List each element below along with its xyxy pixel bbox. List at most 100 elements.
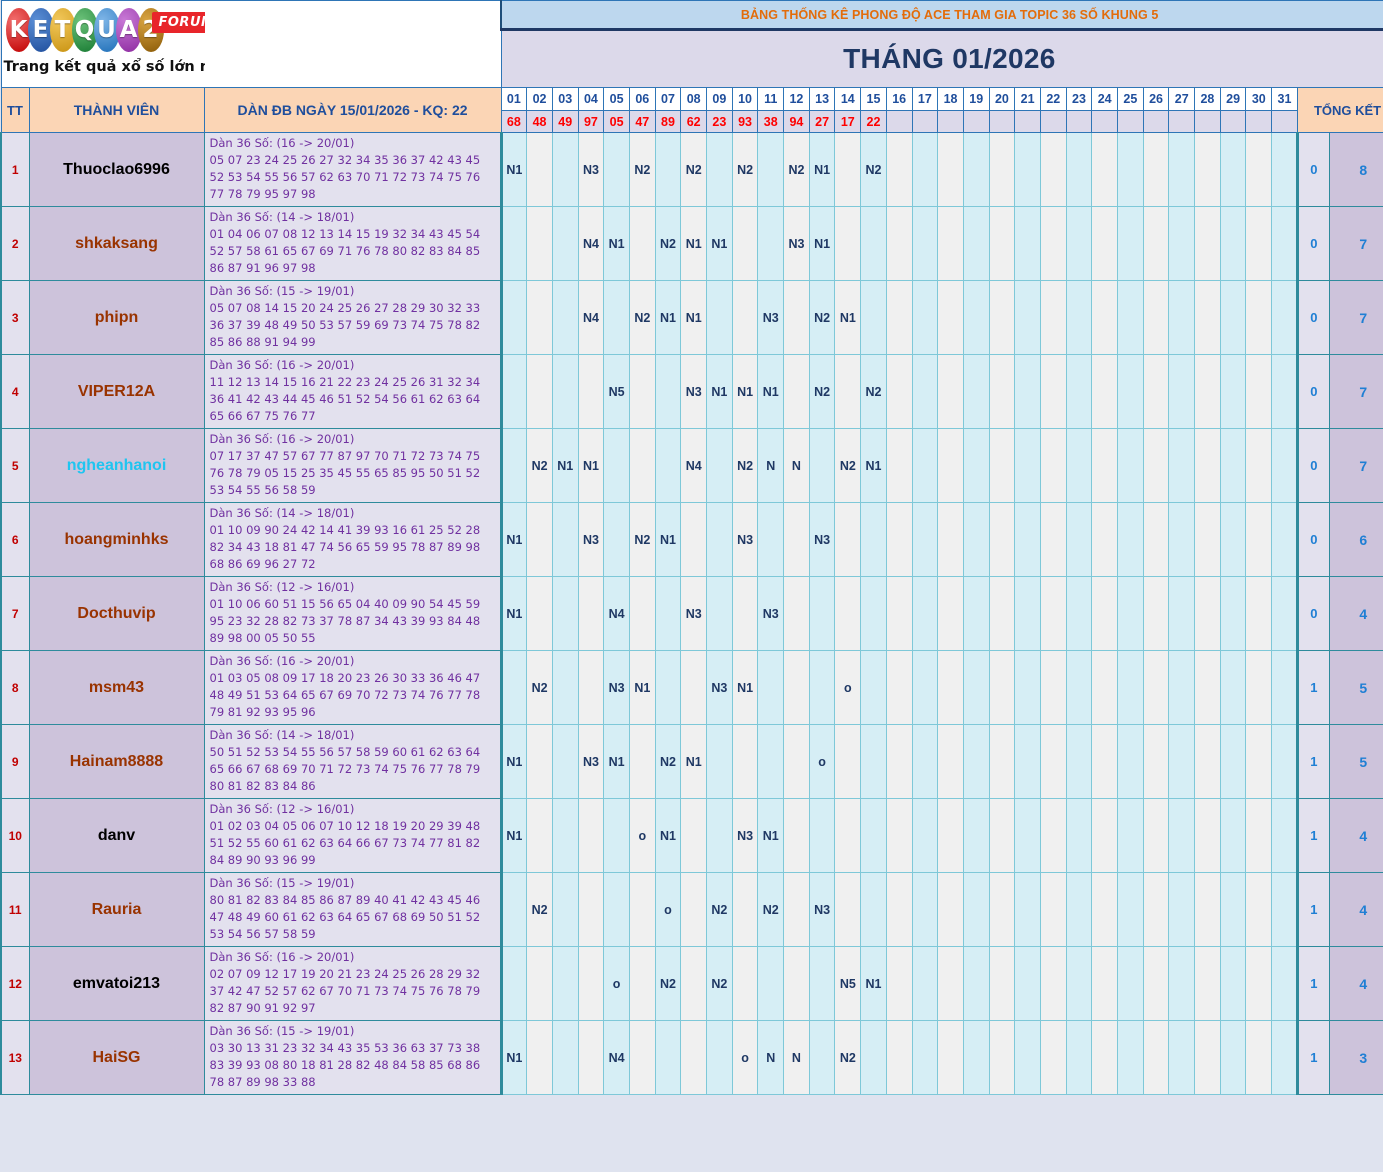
day-cell-11[interactable]: N [757, 428, 785, 503]
day-cell-05[interactable] [603, 798, 630, 873]
day-header-08[interactable]: 08 [680, 87, 708, 111]
day-cell-16[interactable] [885, 872, 913, 947]
day-cell-01[interactable]: N1 [499, 1020, 528, 1095]
day-cell-23[interactable] [1065, 280, 1093, 355]
day-cell-07[interactable] [654, 650, 682, 725]
day-header-19[interactable]: 19 [962, 87, 990, 111]
day-cell-09[interactable]: N2 [706, 946, 733, 1021]
day-cell-12[interactable]: N [783, 428, 810, 503]
day-cell-16[interactable] [885, 650, 913, 725]
day-cell-24[interactable] [1091, 206, 1119, 281]
member-name[interactable]: ngheanhanoi [28, 428, 205, 503]
day-cell-27[interactable] [1168, 650, 1196, 725]
day-cell-24[interactable] [1091, 946, 1119, 1021]
day-cell-05[interactable] [603, 428, 630, 503]
day-cell-14[interactable] [834, 206, 862, 281]
day-cell-24[interactable] [1091, 1020, 1119, 1095]
day-cell-21[interactable] [1014, 428, 1041, 503]
day-cell-27[interactable] [1168, 872, 1196, 947]
day-cell-26[interactable] [1142, 502, 1170, 577]
day-cell-04[interactable] [577, 872, 605, 947]
day-header-05[interactable]: 05 [603, 87, 630, 111]
day-cell-31[interactable] [1271, 354, 1299, 429]
day-cell-22[interactable] [1039, 724, 1067, 799]
day-cell-05[interactable]: N5 [603, 354, 630, 429]
day-cell-02[interactable]: N2 [526, 428, 553, 503]
day-cell-27[interactable] [1168, 428, 1196, 503]
day-cell-06[interactable]: N2 [628, 132, 656, 207]
day-cell-09[interactable]: N1 [706, 354, 733, 429]
day-cell-17[interactable] [911, 724, 939, 799]
day-cell-08[interactable]: N1 [680, 724, 708, 799]
day-cell-16[interactable] [885, 206, 913, 281]
day-cell-10[interactable]: N3 [731, 502, 759, 577]
day-header-14[interactable]: 14 [834, 87, 862, 111]
day-cell-27[interactable] [1168, 724, 1196, 799]
day-cell-18[interactable] [937, 354, 964, 429]
day-header-20[interactable]: 20 [988, 87, 1016, 111]
day-cell-02[interactable] [526, 206, 553, 281]
day-cell-28[interactable] [1194, 428, 1221, 503]
day-cell-15[interactable]: N1 [860, 428, 887, 503]
day-cell-21[interactable] [1014, 280, 1041, 355]
day-cell-08[interactable]: N1 [680, 206, 708, 281]
day-cell-17[interactable] [911, 576, 939, 651]
day-cell-16[interactable] [885, 132, 913, 207]
day-cell-16[interactable] [885, 576, 913, 651]
day-cell-31[interactable] [1271, 576, 1299, 651]
day-cell-07[interactable] [654, 354, 682, 429]
day-cell-31[interactable] [1271, 946, 1299, 1021]
day-cell-29[interactable] [1219, 724, 1247, 799]
day-cell-14[interactable]: N5 [834, 946, 862, 1021]
day-cell-21[interactable] [1014, 650, 1041, 725]
day-cell-28[interactable] [1194, 206, 1221, 281]
day-header-27[interactable]: 27 [1168, 87, 1196, 111]
day-cell-12[interactable] [783, 280, 810, 355]
day-cell-11[interactable] [757, 502, 785, 577]
day-cell-08[interactable] [680, 1020, 708, 1095]
day-cell-10[interactable]: o [731, 1020, 759, 1095]
day-cell-15[interactable] [860, 206, 887, 281]
day-cell-20[interactable] [988, 650, 1016, 725]
day-cell-30[interactable] [1245, 206, 1273, 281]
day-cell-18[interactable] [937, 280, 964, 355]
member-name[interactable]: Rauria [28, 872, 205, 947]
day-cell-05[interactable] [603, 872, 630, 947]
day-cell-27[interactable] [1168, 280, 1196, 355]
day-cell-23[interactable] [1065, 650, 1093, 725]
day-cell-20[interactable] [988, 502, 1016, 577]
day-header-23[interactable]: 23 [1065, 87, 1093, 111]
day-cell-23[interactable] [1065, 502, 1093, 577]
day-cell-20[interactable] [988, 946, 1016, 1021]
day-cell-02[interactable] [526, 354, 553, 429]
day-cell-17[interactable] [911, 502, 939, 577]
day-cell-18[interactable] [937, 650, 964, 725]
day-cell-07[interactable]: N1 [654, 502, 682, 577]
day-cell-27[interactable] [1168, 1020, 1196, 1095]
day-cell-18[interactable] [937, 798, 964, 873]
day-cell-14[interactable] [834, 872, 862, 947]
day-cell-21[interactable] [1014, 132, 1041, 207]
day-cell-06[interactable] [628, 946, 656, 1021]
day-cell-05[interactable]: N1 [603, 724, 630, 799]
day-cell-04[interactable]: N3 [577, 724, 605, 799]
day-cell-30[interactable] [1245, 724, 1273, 799]
day-cell-23[interactable] [1065, 132, 1093, 207]
day-cell-13[interactable]: o [808, 724, 836, 799]
day-cell-25[interactable] [1117, 724, 1144, 799]
day-cell-29[interactable] [1219, 280, 1247, 355]
day-cell-30[interactable] [1245, 354, 1273, 429]
day-cell-23[interactable] [1065, 872, 1093, 947]
day-cell-20[interactable] [988, 576, 1016, 651]
day-cell-12[interactable]: N3 [783, 206, 810, 281]
day-cell-19[interactable] [962, 576, 990, 651]
day-cell-24[interactable] [1091, 872, 1119, 947]
day-cell-18[interactable] [937, 1020, 964, 1095]
day-cell-26[interactable] [1142, 132, 1170, 207]
day-cell-20[interactable] [988, 872, 1016, 947]
day-header-15[interactable]: 15 [860, 87, 887, 111]
day-cell-11[interactable]: N1 [757, 354, 785, 429]
day-cell-09[interactable] [706, 1020, 733, 1095]
day-cell-25[interactable] [1117, 576, 1144, 651]
day-cell-16[interactable] [885, 502, 913, 577]
